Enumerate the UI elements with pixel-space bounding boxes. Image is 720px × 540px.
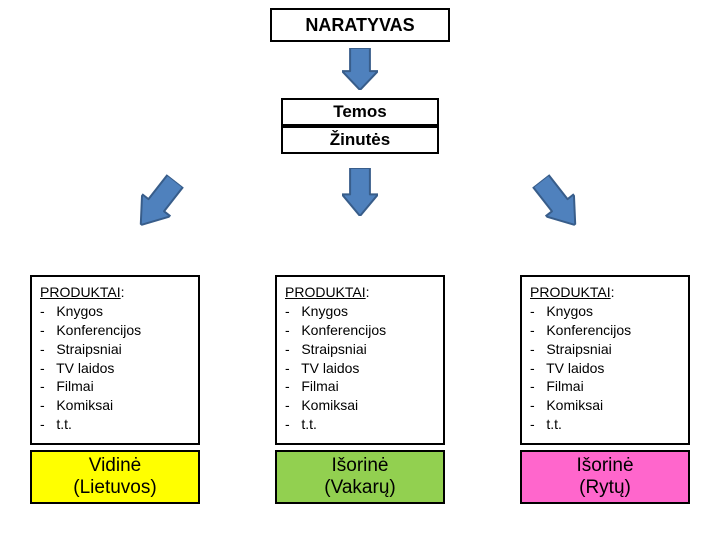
product-item: t.t. [285,415,435,434]
product-item: Straipsniai [530,340,680,359]
sub-text-temos: Temos [333,102,387,122]
product-item: Knygos [285,302,435,321]
audience-box-1: Išorinė(Vakarų) [275,450,445,504]
product-box-1: PRODUKTAI:KnygosKonferencijosStraipsniai… [275,275,445,445]
sub-box-temos: Temos [281,98,439,126]
product-item: Straipsniai [285,340,435,359]
product-item: TV laidos [40,359,190,378]
audience-line2: (Lietuvos) [73,477,156,499]
product-item: Filmai [40,377,190,396]
product-item: Konferencijos [40,321,190,340]
arrow-mid-2 [527,170,590,236]
product-item: Filmai [285,377,435,396]
product-header: PRODUKTAI [285,284,366,300]
product-item: Straipsniai [40,340,190,359]
product-item: Komiksai [530,396,680,415]
product-item: t.t. [40,415,190,434]
sub-text-zinutes: Žinutės [330,130,390,150]
title-box: NARATYVAS [270,8,450,42]
audience-line2: (Rytų) [576,477,633,499]
product-item: TV laidos [285,359,435,378]
product-list: KnygosKonferencijosStraipsniaiTV laidosF… [285,302,435,434]
product-header: PRODUKTAI [40,284,121,300]
arrow-mid-0 [127,170,190,236]
title-text: NARATYVAS [305,15,414,36]
product-item: Komiksai [285,396,435,415]
audience-box-0: Vidinė(Lietuvos) [30,450,200,504]
product-item: Konferencijos [285,321,435,340]
product-item: Konferencijos [530,321,680,340]
product-item: Knygos [40,302,190,321]
product-item: Komiksai [40,396,190,415]
product-item: Knygos [530,302,680,321]
product-list: KnygosKonferencijosStraipsniaiTV laidosF… [40,302,190,434]
product-item: Filmai [530,377,680,396]
sub-box-zinutes: Žinutės [281,126,439,154]
product-box-2: PRODUKTAI:KnygosKonferencijosStraipsniai… [520,275,690,445]
product-list: KnygosKonferencijosStraipsniaiTV laidosF… [530,302,680,434]
arrow-top [342,48,378,90]
audience-line1: Išorinė [576,455,633,477]
product-header: PRODUKTAI [530,284,611,300]
product-box-0: PRODUKTAI:KnygosKonferencijosStraipsniai… [30,275,200,445]
audience-line1: Vidinė [73,455,156,477]
audience-line2: (Vakarų) [324,477,395,499]
product-item: TV laidos [530,359,680,378]
product-item: t.t. [530,415,680,434]
arrow-mid-1 [342,168,378,216]
audience-box-2: Išorinė(Rytų) [520,450,690,504]
audience-line1: Išorinė [324,455,395,477]
